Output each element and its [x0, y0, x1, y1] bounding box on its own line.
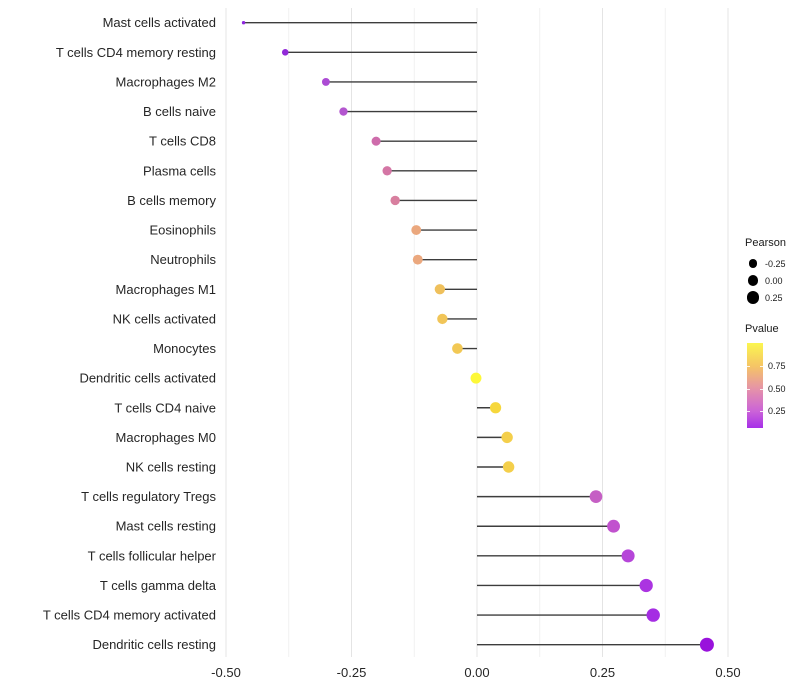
lollipop-dot	[371, 136, 381, 146]
lollipop-dot	[621, 549, 635, 563]
category-label: Macrophages M1	[116, 282, 216, 297]
category-label: Dendritic cells activated	[79, 371, 216, 386]
size-legend-title: Pearson	[745, 237, 786, 249]
lollipop-dot	[434, 284, 446, 295]
size-legend-label: 0.25	[765, 292, 783, 303]
category-label: Monocytes	[153, 341, 216, 356]
category-label: Mast cells activated	[103, 15, 216, 30]
category-label: Eosinophils	[150, 223, 217, 238]
x-tick-label: 0.00	[464, 665, 489, 680]
x-tick-label: 0.50	[715, 665, 740, 680]
category-label: T cells CD4 naive	[114, 400, 216, 415]
category-label: Macrophages M0	[116, 430, 216, 445]
x-tick-label: 0.25	[590, 665, 615, 680]
category-label: T cells CD4 memory resting	[56, 45, 216, 60]
category-label: B cells memory	[127, 193, 216, 208]
size-legend-dot	[746, 291, 760, 304]
category-label: T cells regulatory Tregs	[81, 489, 216, 504]
lollipop-dot	[241, 21, 246, 25]
lollipop-dot	[589, 490, 603, 503]
category-label: Neutrophils	[150, 252, 216, 267]
lollipop-dot	[412, 254, 423, 265]
colorbar-label: 0.75	[768, 361, 786, 372]
lollipop-dot	[639, 578, 653, 593]
size-legend-label: 0.00	[765, 275, 783, 286]
colorbar-tick	[760, 366, 763, 368]
colorbar-label: 0.25	[768, 406, 786, 417]
lollipop-dot	[411, 225, 422, 235]
lollipop-dot	[502, 461, 515, 473]
lollipop-dot	[382, 166, 392, 176]
category-label: Macrophages M2	[116, 74, 216, 89]
lollipop-dot	[281, 49, 289, 56]
colorbar-label: 0.50	[768, 383, 786, 394]
lollipop-dot	[607, 519, 620, 533]
lollipop-dot	[470, 372, 482, 384]
category-label: NK cells activated	[113, 311, 216, 326]
lollipop-dot	[501, 431, 513, 444]
x-tick-label: -0.25	[337, 665, 367, 680]
size-legend-dot	[748, 259, 758, 268]
pvalue-colorbar	[747, 343, 763, 428]
category-label: T cells CD4 memory activated	[43, 608, 216, 623]
colorbar-tick	[747, 366, 750, 368]
legend-panel: Pearson -0.25 0.00 0.25 Pvalue 0.75 0.50 0.2…	[744, 237, 800, 437]
lollipop-dot	[646, 608, 660, 622]
category-label: T cells follicular helper	[88, 548, 217, 563]
lollipop-dot	[699, 637, 714, 652]
x-tick-label: -0.50	[211, 665, 241, 680]
lollipop-dot	[437, 313, 448, 325]
category-label: B cells naive	[143, 104, 216, 119]
color-legend-title: Pvalue	[745, 323, 779, 335]
colorbar-tick	[760, 411, 763, 413]
lollipop-dot	[390, 195, 400, 206]
category-label: T cells gamma delta	[100, 578, 217, 593]
colorbar-tick	[747, 388, 750, 390]
category-label: NK cells resting	[126, 460, 216, 475]
lollipop-dot	[339, 107, 348, 116]
category-label: T cells CD8	[149, 134, 216, 149]
category-label: Dendritic cells resting	[92, 637, 216, 652]
size-legend-dot	[747, 275, 759, 286]
category-label: Plasma cells	[143, 163, 216, 178]
lollipop-dot	[452, 343, 463, 354]
size-legend-label: -0.25	[765, 258, 786, 269]
lollipop-dot	[489, 402, 502, 414]
colorbar-tick	[747, 411, 750, 413]
colorbar-tick	[760, 388, 763, 390]
category-label: Mast cells resting	[116, 519, 216, 534]
lollipop-dot	[321, 78, 330, 86]
